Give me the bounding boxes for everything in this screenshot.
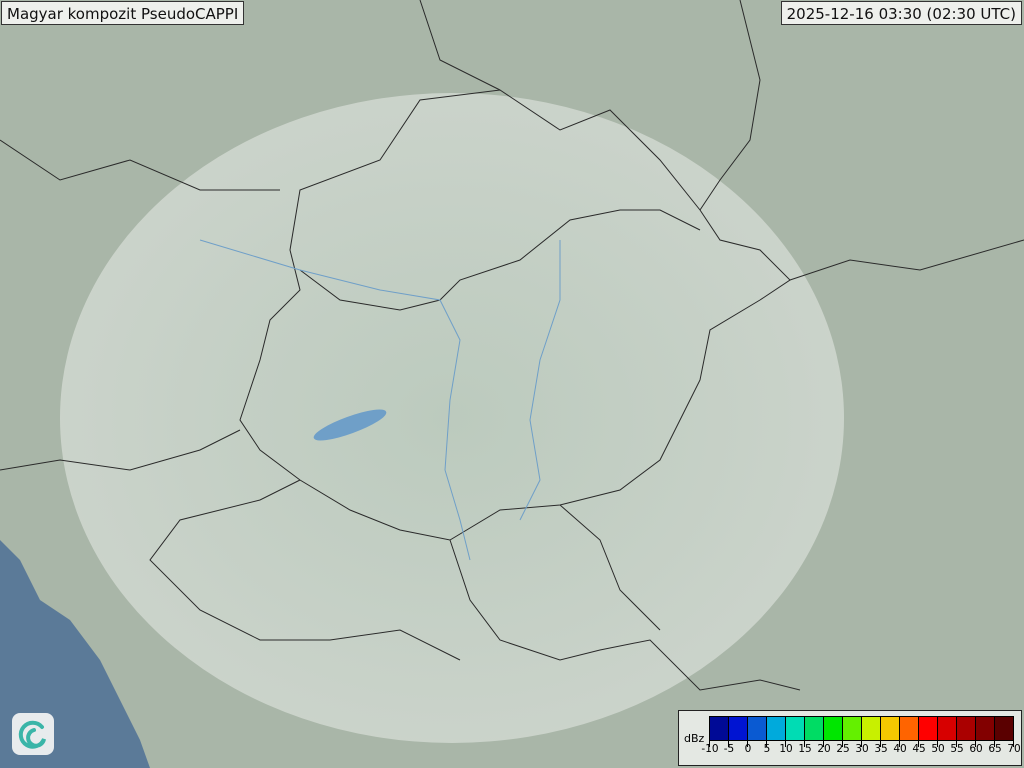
legend-swatch xyxy=(824,717,843,740)
legend-tick xyxy=(956,740,957,747)
legend-tick-label: 35 xyxy=(874,743,888,755)
legend-tick xyxy=(728,740,729,747)
timestamp-label: 2025-12-16 03:30 (02:30 UTC) xyxy=(780,1,1022,25)
legend-swatch xyxy=(900,717,919,740)
legend-tick-label: 30 xyxy=(855,743,869,755)
legend-swatch xyxy=(919,717,938,740)
legend-tick xyxy=(937,740,938,747)
legend-tick xyxy=(880,740,881,747)
legend-tick-label: 65 xyxy=(988,743,1002,755)
legend-tick xyxy=(785,740,786,747)
legend-swatch xyxy=(957,717,976,740)
legend-color-bar xyxy=(709,716,1014,741)
swirl-icon xyxy=(18,720,46,749)
legend-tick xyxy=(918,740,919,747)
legend-tick xyxy=(823,740,824,747)
legend-swatch xyxy=(938,717,957,740)
legend-unit: dBz xyxy=(684,732,705,745)
legend-tick-label: -5 xyxy=(723,743,735,755)
legend-tick xyxy=(747,740,748,747)
legend-tick xyxy=(709,740,710,747)
legend-tick-label: 10 xyxy=(779,743,793,755)
radar-coverage-area xyxy=(60,93,844,743)
legend-swatch xyxy=(748,717,767,740)
legend-tick xyxy=(975,740,976,747)
legend-swatch xyxy=(710,717,729,740)
legend-tick-label: 15 xyxy=(798,743,812,755)
legend-tick-label: 20 xyxy=(817,743,831,755)
legend-swatch xyxy=(843,717,862,740)
legend-tick xyxy=(994,740,995,747)
legend-tick xyxy=(804,740,805,747)
adriatic-sea xyxy=(0,540,150,768)
legend-swatch xyxy=(862,717,881,740)
legend-swatch xyxy=(786,717,805,740)
legend-tick-label: 50 xyxy=(931,743,945,755)
legend-tick-label: 70 xyxy=(1007,743,1021,755)
legend-tick xyxy=(1013,740,1014,747)
country-borders xyxy=(0,0,1024,691)
legend-swatch xyxy=(767,717,786,740)
legend-swatch xyxy=(881,717,900,740)
legend-tick-label: 25 xyxy=(836,743,850,755)
legend-tick-label: 5 xyxy=(763,743,771,755)
legend-tick-label: 0 xyxy=(744,743,752,755)
legend-tick-label: 55 xyxy=(950,743,964,755)
legend-swatch xyxy=(729,717,748,740)
legend-tick-label: 40 xyxy=(893,743,907,755)
legend-tick-label: 45 xyxy=(912,743,926,755)
legend-tick xyxy=(842,740,843,747)
legend-tick xyxy=(899,740,900,747)
product-title: Magyar kompozit PseudoCAPPI xyxy=(1,1,245,25)
legend-tick-label: -10 xyxy=(701,743,719,755)
legend-swatch xyxy=(805,717,824,740)
rivers-lakes xyxy=(199,239,561,561)
legend-tick-label: 60 xyxy=(969,743,983,755)
legend-swatch xyxy=(995,717,1013,740)
dbz-color-legend: dBz -10 -5 0 5 10 15 20 25 30 35 40 45 50 55 60 65 70 xyxy=(678,710,1022,766)
legend-swatch xyxy=(976,717,995,740)
legend-tick xyxy=(861,740,862,747)
swirl-logo-icon[interactable] xyxy=(12,713,54,755)
legend-tick xyxy=(766,740,767,747)
